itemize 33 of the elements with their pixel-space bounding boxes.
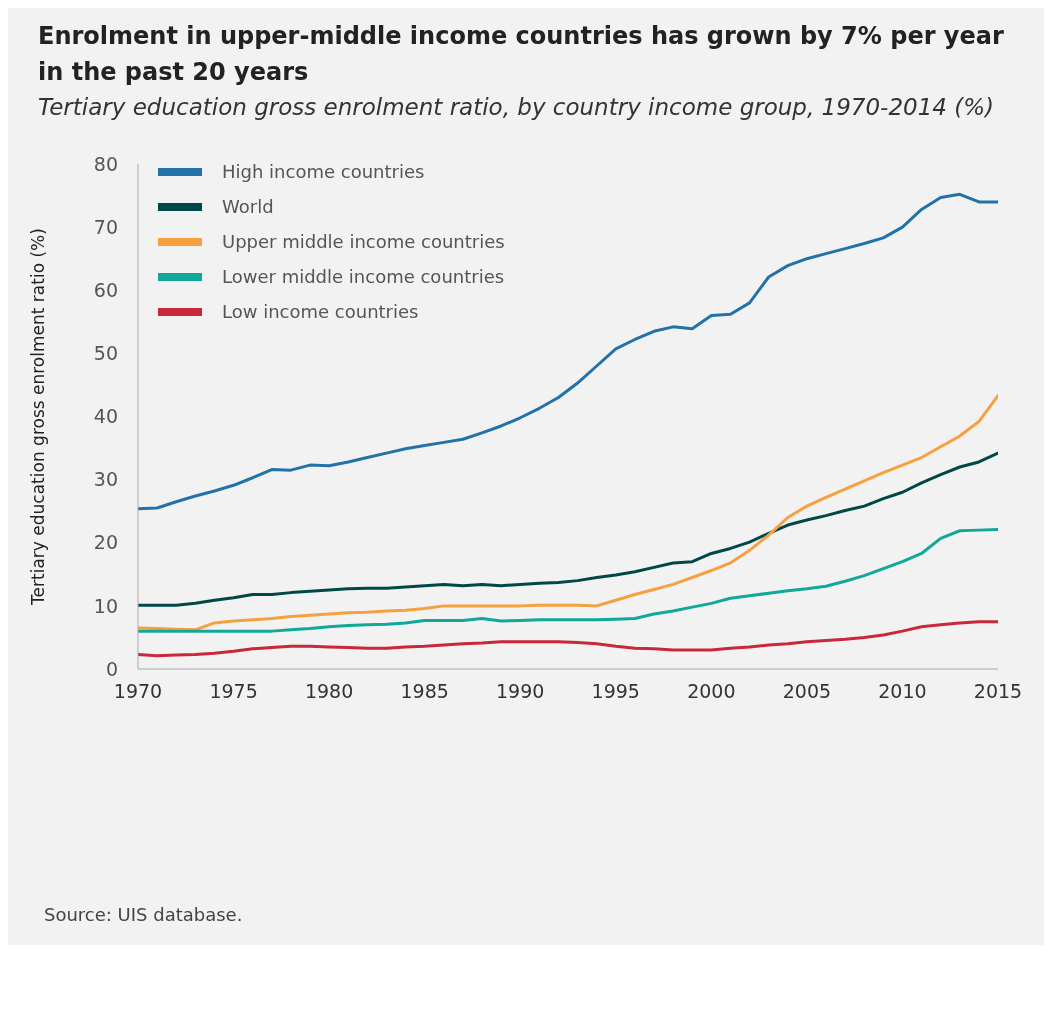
x-tick-label: 1990 [496,680,545,703]
legend-label: High income countries [222,161,425,182]
legend-label: Lower middle income countries [222,266,505,287]
line-series [138,620,998,658]
y-tick-label: 60 [93,278,118,301]
x-tick-label: 1995 [591,680,640,703]
x-tick-label: 2015 [973,680,1023,703]
y-tick-label: 10 [93,594,118,617]
y-tick-label: 40 [93,405,118,428]
chart-title: Enrolment in upper-middle income countries has grown by 7% per year in the past 20 years [38,21,1005,88]
y-tick-label: 50 [93,342,118,365]
line-series [138,451,998,607]
source-note: Source: UIS database. [44,904,244,925]
x-tick-label: 2000 [687,680,736,703]
y-tick-label: 70 [93,215,118,238]
line-series [138,527,998,633]
x-tick-label: 1970 [113,680,163,703]
legend-label: World [222,196,274,217]
y-tick-label: 0 [105,657,118,680]
y-tick-label: 30 [93,468,118,491]
chart-subtitle: Tertiary education gross enrolment ratio, by country income group, 1970-2014 (%) [38,93,996,122]
line-series [138,192,998,511]
x-tick-label: 1975 [209,680,258,703]
x-tick-label: 1985 [400,680,449,703]
y-tick-label: 80 [93,152,118,175]
x-tick-label: 2010 [878,680,927,703]
x-tick-label: 1980 [304,680,354,703]
y-axis-title: Tertiary education gross enrolment ratio (%) [28,228,49,606]
legend-label: Upper middle income countries [222,231,505,252]
x-tick-label: 2005 [782,680,832,703]
legend-label: Low income countries [222,301,419,322]
line-series [138,394,998,632]
y-tick-label: 20 [93,531,118,554]
